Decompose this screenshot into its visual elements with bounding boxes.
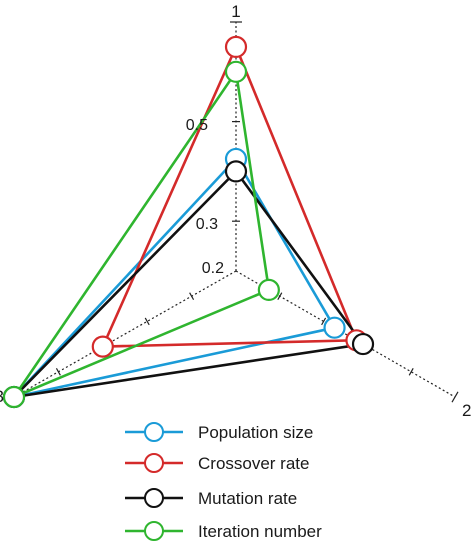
radial-tick-label: 0.2 [202,260,224,277]
axis-3-line [13,270,237,398]
series-2-point-axis-1 [224,35,248,59]
series-4-point-axis-1 [224,60,248,83]
axis-2-tick [408,368,414,376]
series-3-point-axis-1 [224,160,248,183]
series-polygon-3 [10,169,366,399]
labels-layer: 1 2 3 0.5 0.3 0.2 [0,2,471,420]
axis-3-tick [189,292,195,300]
axis-3-tick [55,368,61,376]
axis-2-end-tick [451,391,459,403]
legend-label-4: Iteration number [198,522,322,541]
radial-tick-label: 0.3 [196,216,218,233]
legend-label-2: Crossover rate [198,454,309,473]
series-4-point-axis-2 [257,278,280,301]
axis-label-1: 1 [231,2,240,21]
axis-2-tick [321,317,327,326]
series-1-point-axis-2 [323,316,346,339]
legend-marker-1 [144,422,164,442]
series-2-point-axis-3 [91,335,114,358]
series-polygon-2 [100,43,359,348]
series-polygon-4 [10,68,271,400]
series-polygon-1 [10,156,337,400]
legend-marker-2 [144,453,164,473]
legend-label-1: Population size [198,423,313,442]
series-4-point-axis-3 [2,385,26,409]
axis-label-3: 3 [0,387,4,406]
series-3-point-axis-2 [351,332,375,356]
legend: Population size Crossover rate Mutation ra… [125,422,322,541]
legend-label-3: Mutation rate [198,489,297,508]
axis-2-tick [277,292,283,300]
legend-marker-4 [144,521,164,541]
axis-label-2: 2 [462,401,471,420]
legend-marker-3 [144,488,164,508]
axis-3-tick [144,317,150,326]
series-layer [2,35,375,409]
radial-tick-label: 0.5 [186,117,208,134]
